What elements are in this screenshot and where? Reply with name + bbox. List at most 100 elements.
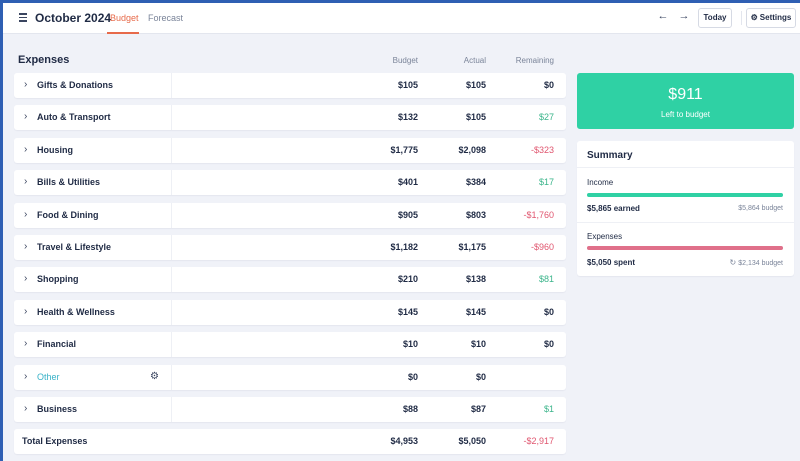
category-name: Food & Dining [37, 209, 99, 220]
expense-row[interactable]: › Housing $1,775 $2,098 -$323 [14, 137, 566, 163]
left-to-budget-card: $911 Left to budget [577, 73, 794, 129]
row-divider [171, 396, 172, 422]
column-header-remaining: Remaining [515, 56, 554, 65]
expense-row[interactable]: › Food & Dining $905 $803 -$1,760 [14, 202, 566, 228]
menu-icon[interactable] [19, 13, 27, 22]
income-label: Income [587, 178, 614, 187]
remaining-value: $0 [543, 80, 554, 90]
remaining-value: -$1,760 [523, 209, 554, 220]
budget-value: $1,775 [390, 144, 418, 155]
today-button[interactable]: Today [698, 8, 732, 28]
category-name: Health & Wellness [37, 306, 115, 317]
chevron-right-icon[interactable]: › [24, 305, 28, 317]
chevron-right-icon[interactable]: › [24, 338, 28, 350]
active-tab-indicator [107, 32, 139, 34]
arrow-left-icon[interactable]: ← [657, 10, 669, 22]
remaining-value: $0 [543, 306, 554, 317]
window-frame-left [0, 0, 3, 461]
settings-label: Settings [759, 13, 792, 22]
expenses-progress-bar [587, 246, 783, 250]
row-divider [171, 332, 172, 358]
actual-value: $803 [465, 209, 486, 220]
expense-row[interactable]: › Health & Wellness $145 $145 $0 [14, 299, 566, 325]
chevron-right-icon[interactable]: › [24, 402, 28, 414]
expenses-budget-wrap: ↻ $2,134 budget [730, 258, 783, 267]
expense-row[interactable]: › Auto & Transport $132 $105 $27 [14, 105, 566, 131]
header-divider [741, 11, 742, 25]
chevron-right-icon[interactable]: › [24, 143, 28, 155]
summary-divider [577, 167, 794, 168]
header: October 2024 Budget Forecast ← → Today ⚙… [3, 3, 800, 34]
category-name: Shopping [37, 274, 79, 285]
income-budget: $5,864 budget [738, 205, 783, 212]
category-name: Travel & Lifestyle [37, 241, 112, 252]
summary-card: Summary Income $5,865 earned $5,864 budg… [577, 141, 794, 276]
settings-button[interactable]: ⚙ Settings [746, 8, 796, 28]
row-divider [171, 202, 172, 228]
column-header-budget: Budget [392, 56, 418, 65]
window-frame-top [0, 0, 800, 3]
actual-value: $2,098 [458, 144, 486, 155]
left-to-budget-label: Left to budget [661, 110, 710, 119]
remaining-value: $81 [538, 274, 554, 285]
row-divider [171, 73, 172, 98]
budget-value: $905 [397, 209, 418, 220]
row-divider [171, 105, 172, 131]
category-name[interactable]: Other [37, 371, 60, 382]
summary-title: Summary [587, 150, 633, 161]
remaining-value: -$323 [530, 144, 554, 155]
expenses-progress-fill [587, 246, 783, 250]
expenses-budget: $2,134 budget [738, 260, 783, 267]
gear-icon[interactable]: ⚙ [150, 370, 159, 382]
expense-row[interactable]: › Gifts & Donations $105 $105 $0 [14, 73, 566, 98]
category-name: Housing [37, 144, 73, 155]
actual-value: $10 [470, 339, 486, 350]
tab-forecast[interactable]: Forecast [148, 13, 184, 23]
expense-row[interactable]: › Financial $10 $10 $0 [14, 332, 566, 358]
expense-row[interactable]: › Travel & Lifestyle $1,182 $1,175 -$960 [14, 234, 566, 260]
remaining-value: $27 [538, 112, 554, 123]
category-name: Business [37, 403, 78, 414]
budget-value: $145 [397, 306, 418, 317]
actual-value: $105 [465, 112, 486, 123]
actual-value: $145 [465, 306, 486, 317]
expense-row[interactable]: › Other ⚙ $0 $0 [14, 364, 566, 390]
category-name: Bills & Utilities [37, 177, 101, 188]
chevron-right-icon[interactable]: › [24, 111, 28, 123]
expense-row[interactable]: › Business $88 $87 $1 [14, 396, 566, 422]
total-remaining-value: -$2,917 [523, 436, 554, 447]
chevron-right-icon[interactable]: › [24, 273, 28, 285]
column-header-actual: Actual [463, 56, 486, 65]
refresh-icon[interactable]: ↻ [729, 258, 737, 267]
actual-value: $138 [465, 274, 486, 285]
actual-value: $1,175 [458, 241, 486, 252]
budget-value: $88 [402, 403, 418, 414]
remaining-value: $17 [538, 177, 554, 188]
row-divider [171, 267, 172, 293]
chevron-right-icon[interactable]: › [24, 176, 28, 188]
category-name: Financial [37, 339, 77, 350]
expense-row[interactable]: › Shopping $210 $138 $81 [14, 267, 566, 293]
arrow-right-icon[interactable]: → [678, 10, 690, 22]
budget-value: $0 [407, 371, 418, 382]
budget-value: $1,182 [390, 241, 418, 252]
chevron-right-icon[interactable]: › [24, 370, 28, 382]
row-divider [171, 170, 172, 196]
chevron-right-icon[interactable]: › [24, 79, 28, 90]
row-divider [171, 234, 172, 260]
summary-divider [577, 222, 794, 223]
row-divider [171, 364, 172, 390]
total-budget-value: $4,953 [390, 436, 418, 447]
expense-rows: › Gifts & Donations $105 $105 $0 › Auto … [14, 73, 566, 461]
page-title: October 2024 [35, 11, 112, 25]
actual-value: $384 [465, 177, 486, 188]
left-to-budget-amount: $911 [668, 86, 703, 103]
category-name: Gifts & Donations [37, 80, 113, 90]
chevron-right-icon[interactable]: › [24, 208, 28, 220]
income-progress-bar [587, 193, 783, 197]
row-divider [171, 137, 172, 163]
chevron-right-icon[interactable]: › [24, 240, 28, 252]
expenses-spent: $5,050 spent [587, 258, 636, 267]
expense-row[interactable]: › Bills & Utilities $401 $384 $17 [14, 170, 566, 196]
tab-budget[interactable]: Budget [110, 13, 139, 23]
